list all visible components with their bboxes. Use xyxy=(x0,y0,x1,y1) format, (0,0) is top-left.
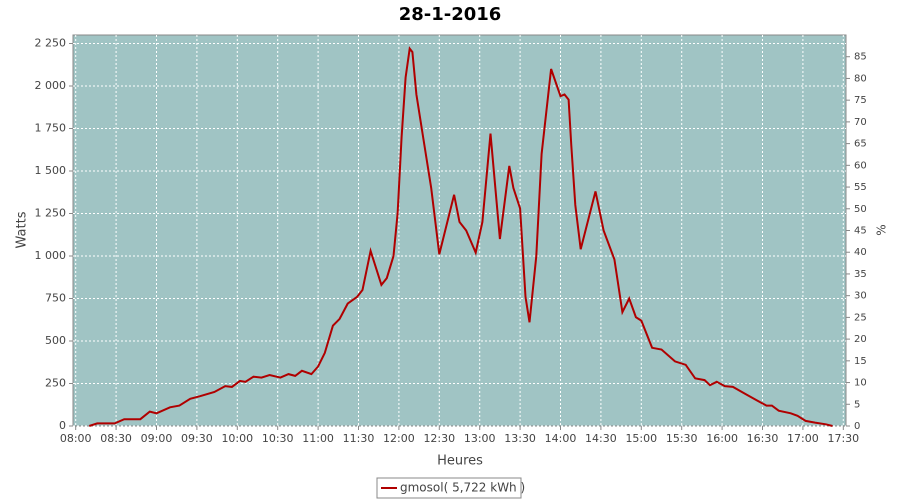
y2-tick-label: 70 xyxy=(854,117,867,128)
y2-tick-label: 5 xyxy=(854,399,860,410)
y2-tick-label: 40 xyxy=(854,247,867,258)
y2-tick-label: 20 xyxy=(854,334,867,345)
x-tick-label: 11:00 xyxy=(302,432,334,445)
x-tick-label: 13:30 xyxy=(504,432,536,445)
plot-area xyxy=(72,34,847,427)
x-tick-label: 12:00 xyxy=(383,432,415,445)
y-tick-label: 1 750 xyxy=(35,122,67,135)
x-tick-label: 15:00 xyxy=(625,432,657,445)
y2-tick-label: 85 xyxy=(854,52,867,63)
x-tick-label: 16:30 xyxy=(747,432,779,445)
x-tick-label: 12:30 xyxy=(423,432,455,445)
y-tick-label: 500 xyxy=(45,334,66,347)
y-tick-label: 1 250 xyxy=(35,207,67,220)
x-tick-label: 10:00 xyxy=(221,432,253,445)
y2-tick-label: 45 xyxy=(854,226,867,237)
y2-tick-label: 0 xyxy=(854,421,860,432)
x-tick-label: 15:30 xyxy=(666,432,698,445)
y-tick-label: 0 xyxy=(59,419,66,432)
x-tick-label: 16:00 xyxy=(706,432,738,445)
x-tick-label: 08:00 xyxy=(60,432,92,445)
y2-axis-label: % xyxy=(875,224,889,235)
y-tick-label: 1 000 xyxy=(35,249,67,262)
y2-tick-label: 75 xyxy=(854,95,867,106)
y-tick-label: 1 500 xyxy=(35,164,67,177)
x-tick-label: 09:30 xyxy=(181,432,213,445)
y-tick-label: 2 000 xyxy=(35,79,67,92)
y2-tick-label: 15 xyxy=(854,356,867,367)
line xyxy=(88,46,833,427)
chart-title: 28-1-2016 xyxy=(399,4,502,25)
x-tick-label: 09:00 xyxy=(141,432,173,445)
x-tick-label: 10:30 xyxy=(262,432,294,445)
x-tick-label: 17:30 xyxy=(827,432,859,445)
y2-tick-label: 50 xyxy=(854,204,867,215)
x-tick-label: 14:30 xyxy=(585,432,617,445)
legend xyxy=(376,477,522,499)
y2-tick-label: 60 xyxy=(854,160,867,171)
y2-tick-label: 65 xyxy=(854,139,867,150)
legend-label: gmosol( 5,722 kWh ) xyxy=(400,481,525,495)
x-axis-label: Heures xyxy=(437,454,483,469)
y2-tick-label: 35 xyxy=(854,269,867,280)
y2-tick-label: 55 xyxy=(854,182,867,193)
x-tick-label: 11:30 xyxy=(343,432,375,445)
y-tick-label: 750 xyxy=(45,292,66,305)
y-tick-label: 2 250 xyxy=(35,37,67,50)
x-tick-label: 14:00 xyxy=(545,432,577,445)
x-tick-label: 13:00 xyxy=(464,432,496,445)
y2-tick-label: 30 xyxy=(854,291,867,302)
y2-tick-label: 10 xyxy=(854,378,867,389)
y-tick-label: 250 xyxy=(45,377,66,390)
x-tick-label: 08:30 xyxy=(100,432,132,445)
y2-tick-label: 25 xyxy=(854,312,867,323)
x-tick-label: 17:00 xyxy=(787,432,819,445)
y-axis-label: Watts xyxy=(15,211,30,248)
y2-tick-label: 80 xyxy=(854,73,867,84)
